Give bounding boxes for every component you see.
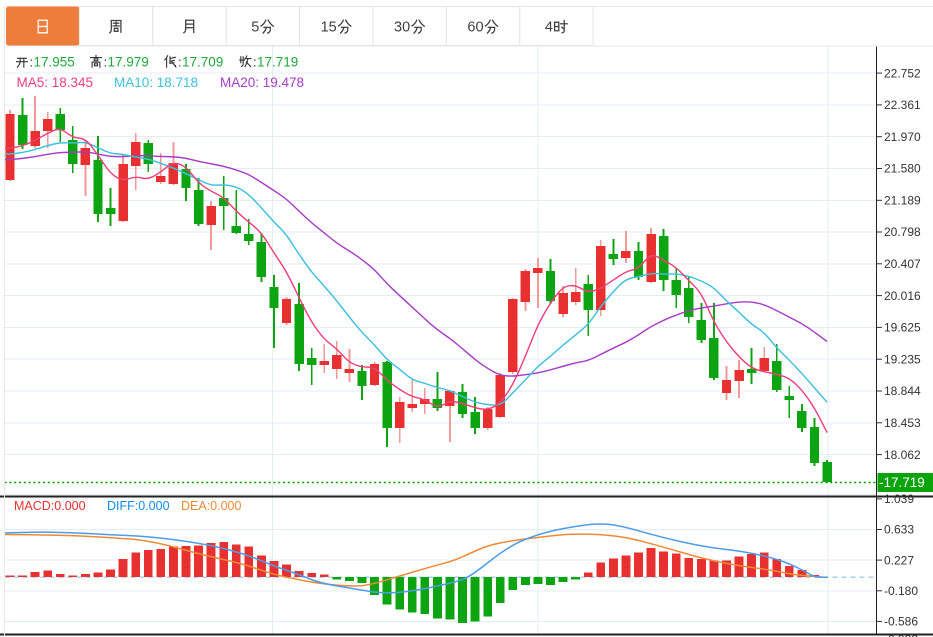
svg-text:-17.719: -17.719 (879, 475, 925, 490)
svg-text:4: 4 (545, 20, 553, 36)
svg-text::: : (178, 54, 182, 69)
svg-text:MACD:0.000: MACD:0.000 (14, 499, 86, 513)
svg-text:21.970: 21.970 (884, 130, 921, 144)
svg-text:20.016: 20.016 (884, 289, 921, 303)
svg-text:20.798: 20.798 (884, 225, 921, 239)
svg-text::: : (104, 54, 108, 69)
svg-text:MA10: 18.718: MA10: 18.718 (114, 75, 198, 90)
svg-text:15: 15 (321, 20, 337, 36)
svg-text::: : (253, 54, 257, 69)
svg-text:19.235: 19.235 (884, 352, 921, 366)
svg-text:17.709: 17.709 (182, 54, 223, 69)
svg-text:60: 60 (467, 20, 483, 36)
svg-text:20.407: 20.407 (884, 257, 921, 271)
svg-text:21.580: 21.580 (884, 162, 921, 176)
svg-text:-0.180: -0.180 (884, 584, 918, 598)
svg-text:MA5: 18.345: MA5: 18.345 (17, 75, 94, 90)
svg-text:DIFF:0.000: DIFF:0.000 (107, 499, 170, 513)
svg-text:DEA:0.000: DEA:0.000 (181, 499, 242, 513)
svg-text:0.633: 0.633 (884, 523, 914, 537)
svg-text:-0.586: -0.586 (884, 615, 918, 629)
svg-text:18.062: 18.062 (884, 448, 921, 462)
svg-text:30: 30 (394, 20, 410, 36)
svg-text:19.625: 19.625 (884, 321, 921, 335)
svg-text:17.719: 17.719 (257, 54, 298, 69)
svg-text:-0.992: -0.992 (884, 633, 918, 637)
svg-text:21.189: 21.189 (884, 194, 921, 208)
svg-text:22.752: 22.752 (884, 66, 921, 80)
svg-text:0.227: 0.227 (884, 553, 914, 567)
svg-text:22.361: 22.361 (884, 98, 921, 112)
svg-text:5: 5 (251, 20, 259, 36)
svg-text:MA20: 19.478: MA20: 19.478 (220, 75, 304, 90)
svg-text:17.955: 17.955 (34, 54, 75, 69)
svg-text::: : (30, 54, 34, 69)
svg-text:18.453: 18.453 (884, 416, 921, 430)
svg-text:17.979: 17.979 (108, 54, 149, 69)
svg-text:18.844: 18.844 (884, 384, 921, 398)
svg-text:1.039: 1.039 (884, 492, 914, 506)
